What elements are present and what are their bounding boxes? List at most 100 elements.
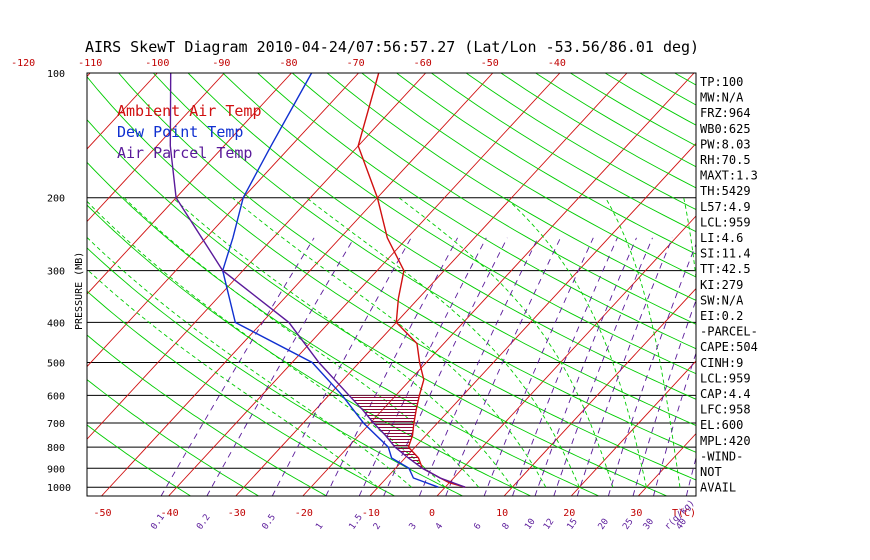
index-item: SI:11.4 — [700, 247, 751, 261]
plot-frame — [86, 72, 697, 497]
index-item: TH:5429 — [700, 184, 751, 198]
index-item: SW:N/A — [700, 293, 744, 307]
isotherm-line — [570, 360, 696, 496]
bottom-temp-tick: 10 — [496, 508, 508, 519]
mixing-ratio-line — [271, 237, 412, 496]
legend-entry: Dew Point Temp — [117, 123, 243, 141]
top-temp-tick: -60 — [414, 58, 432, 69]
moist-adiabat-line — [306, 197, 580, 488]
dry-adiabat-line — [500, 73, 696, 189]
bottom-temp-tick: -50 — [94, 508, 112, 519]
moist-adiabat-line — [231, 197, 547, 488]
moist-adiabat-line — [87, 268, 379, 488]
index-item: WB0:625 — [700, 122, 751, 136]
mixing-ratio-line — [445, 237, 561, 496]
top-temp-tick: -70 — [347, 58, 365, 69]
bottom-temp-tick: -30 — [228, 508, 246, 519]
mixing-ratio-line — [576, 237, 673, 496]
dry-adiabat-line — [118, 73, 696, 453]
index-item: CINH:9 — [700, 356, 743, 370]
isotherm-line — [87, 73, 427, 440]
cape-area — [348, 394, 466, 488]
series-air-parcel-temp — [169, 73, 466, 488]
index-item: MAXT:1.3 — [700, 169, 758, 183]
chart-title: AIRS SkewT Diagram 2010-04-24/07:56:57.2… — [85, 38, 699, 56]
dry-adiabat-line — [222, 73, 696, 375]
dry-adiabat-line — [465, 73, 696, 211]
pressure-tick-label: 300 — [47, 267, 65, 278]
index-item: FRZ:964 — [700, 106, 751, 120]
dry-adiabat-line — [87, 290, 395, 496]
bottom-temp-tick: -10 — [362, 508, 380, 519]
dry-adiabat-line — [639, 73, 696, 106]
mixing-ratio-label: 20 — [597, 517, 611, 532]
index-item: MPL:420 — [700, 434, 751, 448]
index-item: TT:42.5 — [700, 262, 751, 276]
mixing-ratio-line — [607, 242, 696, 496]
dry-adiabat-line — [779, 73, 870, 496]
isotherm-line — [773, 73, 870, 496]
index-item: PW:8.03 — [700, 137, 751, 151]
index-item: LCL:959 — [700, 215, 751, 229]
moist-adiabat-line — [172, 197, 513, 488]
isotherm-line — [302, 73, 695, 496]
mixing-ratio-label: 25 — [621, 517, 635, 532]
bottom-temp-tick: 0 — [429, 508, 435, 519]
moist-adiabat-line — [398, 197, 614, 488]
isotherm-line — [101, 73, 494, 496]
index-item: EL:600 — [700, 418, 743, 432]
dry-adiabat-line — [326, 73, 696, 301]
index-item: MW:N/A — [700, 91, 744, 105]
index-item: EI:0.2 — [700, 309, 743, 323]
legend-entry: Ambient Air Temp — [117, 102, 262, 120]
dry-adiabat-line — [257, 73, 696, 350]
dry-adiabat-line — [744, 73, 870, 496]
bottom-temp-tick: -20 — [295, 508, 313, 519]
isotherm-line — [235, 73, 628, 496]
y-axis-label: PRESSURE (MB) — [74, 252, 85, 330]
mixing-ratio-line — [160, 237, 315, 496]
mixing-ratio-line — [534, 237, 637, 496]
top-temp-tick: -100 — [145, 58, 169, 69]
dry-adiabat-line — [87, 204, 531, 496]
pressure-tick-label: 100 — [47, 69, 65, 80]
pressure-tick-label: 500 — [47, 359, 65, 370]
mixing-ratio-line — [483, 237, 594, 496]
mixing-ratio-label: 0.5 — [261, 513, 279, 532]
dry-adiabat-line — [87, 424, 191, 496]
moist-adiabat-line — [505, 197, 647, 488]
isotherm-line — [87, 73, 158, 150]
pressure-tick-label: 1000 — [47, 483, 71, 494]
isotherm-line — [0, 73, 23, 496]
mixing-ratio-label: 1 — [314, 522, 325, 532]
mixing-ratio-label: 30 — [642, 517, 656, 532]
mixing-ratio-line — [512, 237, 618, 496]
index-item: LI:4.6 — [700, 231, 743, 245]
mixing-ratio-line — [358, 237, 487, 496]
dry-adiabat-line — [87, 379, 259, 496]
mixing-ratio-label: 3 — [408, 522, 419, 532]
mixing-ratio-label: 8 — [501, 522, 512, 532]
isotherm-line — [87, 73, 225, 223]
pressure-tick-label: 700 — [47, 419, 65, 430]
top-temp-tick: -40 — [548, 58, 566, 69]
dry-adiabat-line — [87, 161, 599, 496]
mixing-ratio-label: 10 — [523, 517, 537, 532]
moist-adiabat-line — [87, 200, 446, 488]
mixing-ratio-label: 4 — [434, 522, 445, 532]
x-axis-label: T(C) — [672, 508, 696, 519]
isotherm-line — [637, 432, 696, 496]
legend-entry: Air Parcel Temp — [117, 144, 252, 162]
mixing-ratio-label: 2 — [372, 522, 383, 532]
series-ambient-air-temp — [357, 73, 466, 488]
bottom-temp-tick: -40 — [161, 508, 179, 519]
top-temp-tick: -80 — [279, 58, 297, 69]
pressure-tick-label: 200 — [47, 194, 65, 205]
mixing-ratio-label: 6 — [472, 522, 483, 532]
index-item: CAPE:504 — [700, 340, 758, 354]
dry-adiabat-line — [87, 119, 668, 496]
pressure-tick-label: 400 — [47, 318, 65, 329]
pressure-tick-label: 800 — [47, 443, 65, 454]
bottom-temp-tick: 20 — [563, 508, 575, 519]
series-dew-point-temp — [221, 73, 439, 488]
